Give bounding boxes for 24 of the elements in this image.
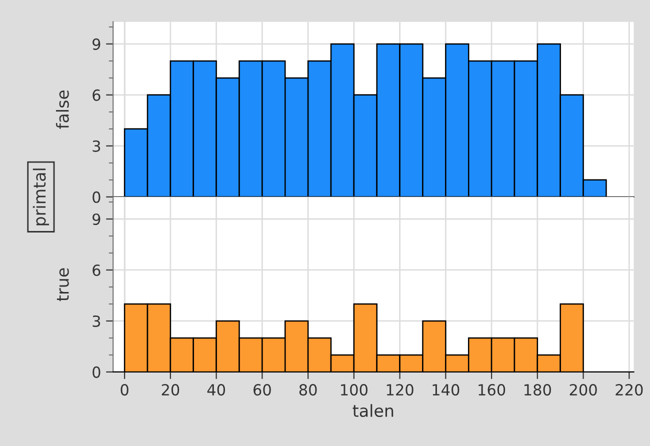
y-tick-label: 6 [92, 264, 100, 276]
x-tick-label: 220 [616, 384, 643, 396]
x-tick-label: 120 [386, 384, 414, 396]
x-tick-label: 20 [162, 384, 180, 396]
y-tick-label: 3 [92, 140, 100, 152]
x-tick-label: 180 [524, 384, 551, 396]
x-tick-label: 40 [207, 384, 226, 396]
y-axis-title: true [56, 268, 69, 302]
x-tick-label: 160 [478, 384, 506, 396]
x-tick-label: 80 [299, 384, 317, 396]
y-tick-label: 0 [92, 191, 100, 203]
x-tick-label: 200 [570, 384, 597, 396]
y-tick-label: 9 [92, 38, 100, 50]
y-tick-label: 6 [92, 89, 100, 101]
y-tick-label: 3 [92, 315, 100, 327]
y-tick-label: 9 [92, 213, 100, 226]
x-tick-label: 0 [120, 384, 128, 396]
y-tick-label: 0 [92, 366, 100, 378]
y-axis-title: false [56, 90, 69, 129]
x-tick-label: 140 [432, 384, 460, 396]
text: primtal [32, 168, 50, 226]
x-tick-label: 60 [254, 384, 271, 396]
x-axis-title: talen [352, 404, 394, 418]
x-tick-label: 100 [341, 384, 368, 396]
